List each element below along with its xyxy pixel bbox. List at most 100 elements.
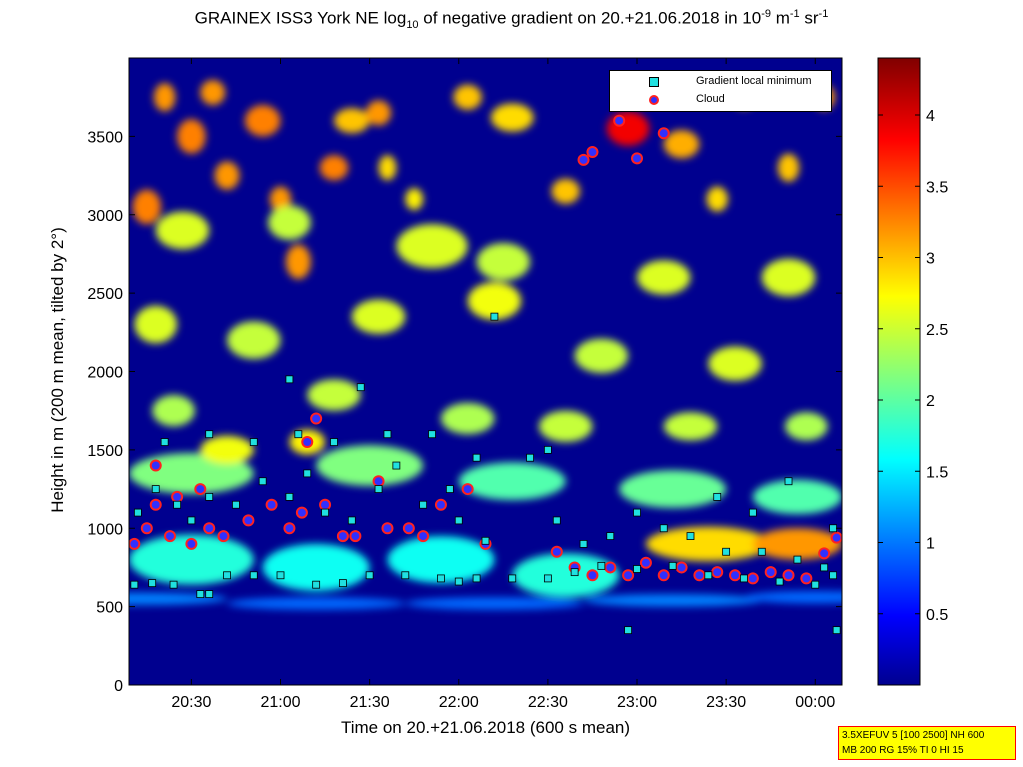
heat-blob xyxy=(606,111,650,146)
x-tick-label: 20:30 xyxy=(171,694,211,711)
gradient-minimum-marker xyxy=(508,574,517,583)
gradient-minimum-marker xyxy=(757,547,766,556)
cloud-marker xyxy=(818,547,831,560)
gradient-minimum-marker xyxy=(454,577,463,586)
gradient-minimum-marker xyxy=(173,500,182,509)
heat-blob xyxy=(645,526,771,562)
gradient-minimum-marker xyxy=(401,571,410,580)
gradient-minimum-marker xyxy=(356,383,365,392)
gradient-minimum-marker xyxy=(419,500,428,509)
gradient-minimum-marker xyxy=(820,563,829,572)
y-tick-label: 1000 xyxy=(87,521,123,538)
heat-blob xyxy=(177,119,206,154)
gradient-minimum-marker xyxy=(472,574,481,583)
gradient-minimum-marker xyxy=(490,312,499,321)
y-tick-label: 3000 xyxy=(87,208,123,225)
colorbar-tick-label: 4 xyxy=(926,108,935,125)
gradient-minimum-marker xyxy=(526,453,534,462)
gradient-minimum-marker xyxy=(454,516,463,525)
gradient-minimum-marker xyxy=(312,580,321,589)
cloud-marker xyxy=(604,561,617,574)
gradient-minimum-marker xyxy=(829,571,837,580)
colorbar xyxy=(877,57,921,686)
cloud-marker xyxy=(639,556,652,569)
gradient-minimum-marker xyxy=(249,571,258,580)
heat-blob xyxy=(366,100,392,126)
heat-blob xyxy=(132,189,162,225)
heat-blob xyxy=(200,435,254,464)
colorbar-tick-label: 3.5 xyxy=(926,179,948,196)
heat-blob xyxy=(706,186,728,212)
y-tick-label: 2500 xyxy=(87,286,123,303)
cloud-marker xyxy=(830,531,842,544)
gradient-minimum-marker xyxy=(205,492,214,501)
gradient-minimum-marker xyxy=(784,477,793,486)
cloud-marker xyxy=(129,537,141,550)
colorbar-tick-label: 2 xyxy=(926,393,935,410)
cloud-marker xyxy=(203,522,216,535)
markers xyxy=(129,114,842,635)
gradient-minimum-marker xyxy=(570,568,579,577)
param-line-2: MB 200 RG 15% TI 0 HI 15 xyxy=(842,745,964,756)
cloud-marker xyxy=(185,537,198,550)
cloud-marker xyxy=(729,569,742,582)
colorbar-ticks: 0.5 1 1.5 2 2.5 3 3.5 4 xyxy=(878,108,948,624)
cloud-marker xyxy=(622,569,635,582)
heat-blob xyxy=(405,188,424,211)
gradient-minimum-marker xyxy=(134,508,142,517)
heat-blob xyxy=(134,305,178,344)
heat-blob xyxy=(458,462,566,501)
cloud-marker xyxy=(381,522,394,535)
heat-blob xyxy=(378,155,397,181)
gradient-minimum-marker xyxy=(383,430,392,439)
colorbar-tick-label: 1.5 xyxy=(926,464,948,481)
x-tick-label: 21:30 xyxy=(350,694,390,711)
cloud-marker xyxy=(149,498,162,511)
cloud-marker xyxy=(577,153,590,166)
heat-blob xyxy=(316,445,424,486)
legend-label-cloud: Cloud xyxy=(696,93,725,105)
gradient-minimum-marker xyxy=(668,561,677,570)
heat-blob xyxy=(333,108,370,134)
gradient-minimum-marker xyxy=(481,536,490,545)
gradient-minimum-marker xyxy=(249,438,258,446)
cloud-marker xyxy=(613,114,626,127)
cloud-marker xyxy=(711,566,724,579)
cloud-marker xyxy=(746,572,759,585)
gradient-minimum-marker xyxy=(606,532,615,540)
gradient-minimum-marker xyxy=(793,555,802,564)
heat-blob xyxy=(244,105,281,137)
heat-blob xyxy=(574,338,629,374)
heat-blob xyxy=(752,479,842,515)
gradient-minimum-marker xyxy=(579,540,588,548)
heat-blob xyxy=(476,242,531,281)
gradient-minimum-marker xyxy=(258,477,267,486)
y-tick-label: 2000 xyxy=(87,365,123,382)
cloud-marker xyxy=(301,436,314,449)
colorbar-tick-label: 1 xyxy=(926,536,935,553)
heat-blob xyxy=(129,534,254,585)
colorbar-tick-label: 2.5 xyxy=(926,322,948,339)
cloud-marker xyxy=(349,530,362,543)
cloud-marker xyxy=(194,483,207,496)
cloud-marker xyxy=(434,498,447,511)
cloud-marker xyxy=(631,152,644,165)
heat-blob xyxy=(262,543,370,591)
gradient-minimum-marker xyxy=(445,485,454,493)
gradient-minimum-marker xyxy=(285,492,294,501)
gradient-minimum-marker xyxy=(832,626,841,635)
cloud-marker xyxy=(163,530,176,543)
parameter-box: 3.5XEFUV 5 [100 2500] NH 600 MB 200 RG 1… xyxy=(838,726,1016,760)
heat-blob xyxy=(743,590,842,604)
legend-entry-gradient: Gradient local minimum xyxy=(610,73,831,91)
y-tick-label: 1500 xyxy=(87,443,123,460)
gradient-minimum-marker xyxy=(205,430,214,439)
gradient-minimum-marker xyxy=(597,561,606,570)
heat-blob xyxy=(663,130,700,159)
heat-blob xyxy=(155,211,210,250)
cloud-marker xyxy=(265,498,278,511)
gradient-minimum-marker xyxy=(722,547,731,556)
heat-blob xyxy=(387,536,495,584)
gradient-minimum-marker xyxy=(659,524,668,533)
heat-blob xyxy=(153,83,176,112)
